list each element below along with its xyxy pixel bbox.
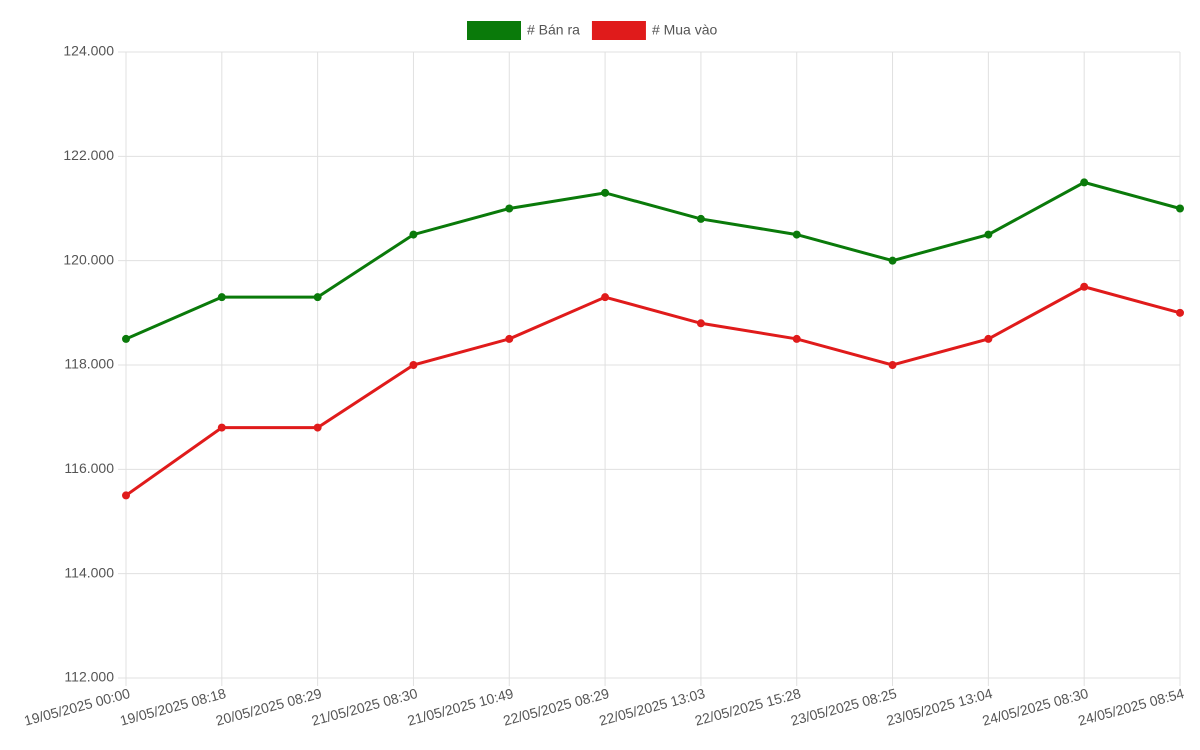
point: [792, 334, 801, 343]
point: [888, 256, 897, 265]
point: [122, 334, 130, 343]
legend-label: # Mua vào: [652, 22, 718, 38]
point: [792, 230, 801, 239]
point: [984, 334, 993, 343]
series-line: [125, 285, 1181, 497]
x-tick-label: 22/05/2025 15:28: [693, 685, 803, 729]
point: [505, 334, 514, 343]
series-line: [125, 180, 1181, 341]
legend-swatch: [591, 21, 646, 40]
x-tick-label: 21/05/2025 10:49: [406, 685, 516, 729]
x-tick-label: 21/05/2025 08:30: [310, 685, 420, 729]
point: [888, 361, 897, 369]
point: [696, 319, 705, 328]
point: [1080, 282, 1089, 291]
x-tick-label: 19/05/2025 08:18: [118, 685, 228, 729]
x-tick-label: 19/05/2025 00:00: [22, 685, 132, 729]
legend-label: # Bán ra: [527, 22, 580, 38]
point: [217, 293, 226, 302]
y-tick-label: 124.000: [63, 43, 114, 59]
y-tick-label: 114.000: [64, 564, 114, 580]
point: [696, 214, 705, 223]
point: [1176, 204, 1184, 213]
x-tick-label: 24/05/2025 08:30: [980, 685, 1090, 729]
point: [984, 230, 993, 239]
point: [601, 188, 610, 197]
point: [505, 204, 514, 213]
y-tick-label: 116.000: [64, 460, 114, 476]
y-tick-label: 118.000: [64, 356, 114, 372]
x-tick-label: 23/05/2025 13:04: [885, 685, 995, 729]
point: [313, 423, 322, 432]
point: [1080, 178, 1089, 187]
x-tick-label: 20/05/2025 08:29: [214, 685, 324, 729]
point: [409, 230, 418, 239]
point: [1176, 308, 1184, 317]
y-tick-label: 122.000: [63, 147, 114, 163]
point: [409, 361, 418, 369]
legend-swatch: [467, 21, 521, 40]
point: [122, 491, 130, 500]
y-tick-label: 120.000: [63, 251, 114, 267]
x-tick-label: 22/05/2025 08:29: [501, 685, 611, 729]
y-tick-label: 112.000: [64, 669, 114, 685]
point: [217, 423, 226, 432]
x-tick-label: 23/05/2025 08:25: [789, 685, 899, 729]
point: [313, 293, 322, 302]
x-tick-label: 24/05/2025 08:54: [1076, 685, 1186, 729]
x-tick-label: 22/05/2025 13:03: [597, 685, 707, 729]
point: [601, 293, 610, 302]
